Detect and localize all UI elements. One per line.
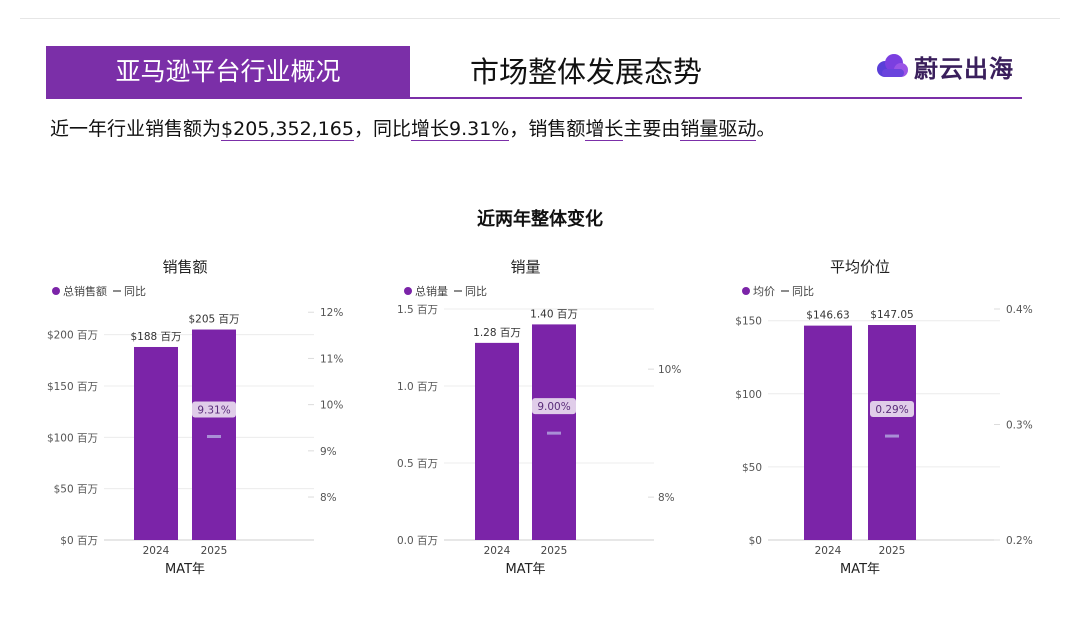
y-tick-label: $150 百万	[47, 381, 98, 393]
y-tick-label: 1.0 百万	[397, 381, 438, 393]
summary-text: 近一年行业销售额为$205,352,165，同比增长9.31%，销售额增长主要由…	[50, 114, 775, 144]
x-tick-label: 2024	[484, 545, 511, 557]
y-tick-label: $50 百万	[54, 484, 98, 496]
yoy-value-label: 0.29%	[875, 404, 908, 416]
x-axis-title: MAT年	[165, 562, 205, 577]
brand-logo: 蔚云出海	[874, 46, 1014, 86]
page-title: 市场整体发展态势	[470, 55, 703, 89]
y-tick-label: 0.5 百万	[397, 458, 438, 470]
bar-value-label: 1.40 百万	[530, 308, 578, 320]
x-tick-label: 2025	[541, 545, 568, 557]
bar	[134, 346, 178, 540]
top-divider	[20, 18, 1060, 19]
summary-part: 。	[756, 118, 776, 140]
summary-amount: $205,352,165	[221, 118, 354, 141]
x-tick-label: 2025	[879, 545, 906, 557]
y2-tick-label: 10%	[320, 400, 343, 412]
x-tick-label: 2025	[201, 545, 228, 557]
y2-tick-label: 12%	[320, 307, 343, 319]
chart-title: 销售额	[162, 258, 207, 276]
section-title: 近两年整体变化	[477, 209, 603, 230]
yoy-value-label: 9.00%	[537, 401, 570, 413]
bar	[192, 329, 236, 540]
legend-label-yoy: 同比	[792, 285, 814, 298]
summary-part: ，同比	[353, 118, 411, 140]
x-tick-label: 2024	[815, 545, 842, 557]
summary-driver: 销量驱动	[680, 118, 757, 141]
summary-part: ，销售额	[509, 118, 586, 140]
y-tick-label: $0 百万	[60, 535, 98, 547]
y-tick-label: $0	[749, 535, 762, 547]
bar	[475, 342, 519, 540]
bar-value-label: $188 百万	[130, 331, 181, 343]
bar-value-label: 1.28 百万	[473, 327, 521, 339]
legend-label-yoy: 同比	[124, 285, 146, 298]
legend-label-yoy: 同比	[465, 285, 487, 298]
legend-label-value: 均价	[753, 285, 775, 298]
legend-label-value: 总销量	[415, 284, 448, 298]
chart-avg-price: 平均价位均价 同比 $0 $50 $100 $150 0.2% 0.3% 0.4% $146.63…	[734, 252, 1032, 582]
y2-tick-label: 9%	[320, 446, 337, 458]
header-band-title: 亚马逊平台行业概况	[46, 46, 410, 97]
y-tick-label: $100 百万	[47, 432, 98, 444]
y2-tick-label: 10%	[658, 364, 681, 376]
cloud-logo-icon	[877, 54, 908, 77]
bar-value-label: $205 百万	[188, 314, 239, 326]
legend-swatch-bar	[742, 287, 750, 295]
summary-growth-word: 增长	[585, 118, 624, 141]
y-tick-label: 0.0 百万	[397, 535, 438, 547]
y2-tick-label: 0.4%	[1006, 304, 1033, 316]
y2-tick-label: 11%	[320, 353, 343, 365]
bar	[804, 325, 852, 540]
y-tick-label: $200 百万	[47, 330, 98, 342]
chart-title: 平均价位	[830, 258, 890, 276]
legend-swatch-bar	[404, 287, 412, 295]
header-rule	[46, 97, 1022, 99]
y-tick-label: $50	[742, 462, 762, 474]
y-tick-label: 1.5 百万	[397, 304, 438, 316]
x-axis-title: MAT年	[505, 562, 545, 577]
y-tick-label: $100	[735, 389, 762, 401]
yoy-value-label: 9.31%	[197, 405, 230, 417]
chart-volume: 销量总销量 同比 0.0 百万 0.5 百万 1.0 百万 1.5 百万 8% 10% 1.28…	[396, 252, 696, 582]
bar-value-label: $147.05	[870, 309, 913, 321]
y2-tick-label: 0.2%	[1006, 535, 1033, 547]
chart-sales: 销售额总销售额 同比 $0 百万 $50 百万 $100 百万 $150 百万 $200 百…	[44, 252, 364, 582]
x-tick-label: 2024	[143, 545, 170, 557]
bar-value-label: $146.63	[806, 310, 849, 322]
summary-part: 近一年行业销售额为	[50, 118, 222, 140]
brand-name: 蔚云出海	[914, 54, 1014, 83]
yoy-label-bg	[192, 401, 236, 418]
legend-label-value: 总销售额	[63, 284, 107, 298]
summary-part: 主要由	[623, 118, 681, 140]
yoy-label-bg	[532, 398, 576, 415]
y2-tick-label: 8%	[320, 492, 337, 504]
legend-swatch-bar	[52, 287, 60, 295]
yoy-label-bg	[870, 401, 914, 418]
y2-tick-label: 0.3%	[1006, 420, 1033, 432]
x-axis-title: MAT年	[840, 562, 880, 577]
bar	[868, 325, 916, 540]
y2-tick-label: 8%	[658, 492, 675, 504]
chart-title: 销量	[510, 258, 540, 276]
summary-growth: 增长9.31%	[411, 118, 510, 141]
y-tick-label: $150	[735, 316, 762, 328]
